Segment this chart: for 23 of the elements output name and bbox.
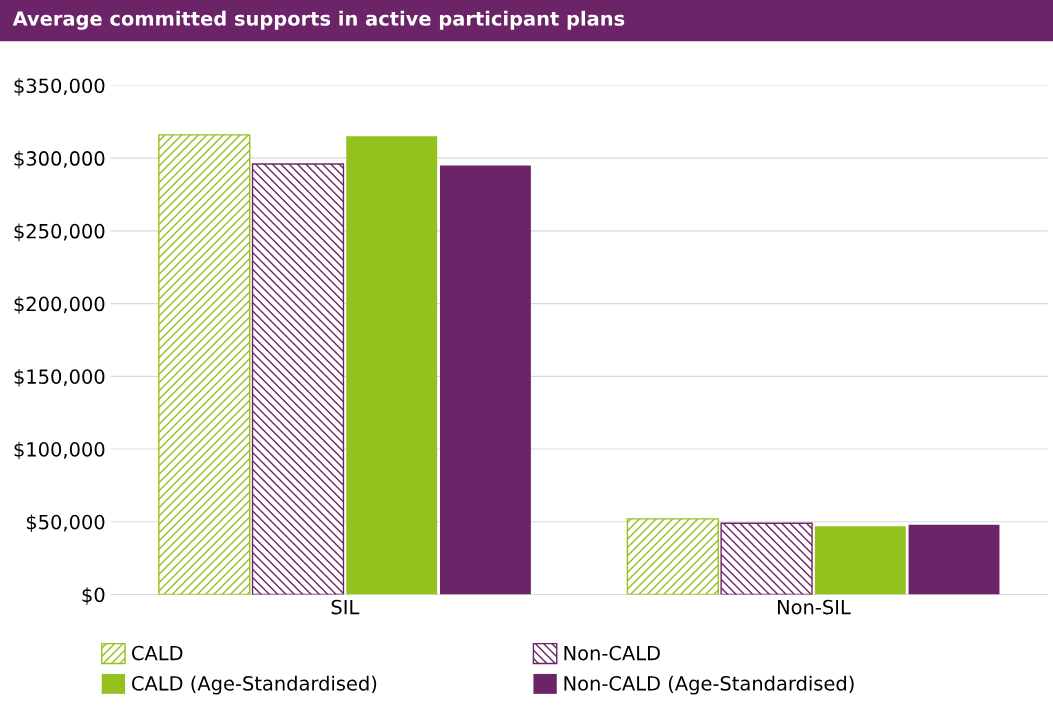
bar — [626, 518, 720, 595]
y-tick-label: $0 — [82, 587, 105, 605]
bar — [158, 134, 251, 595]
bar — [720, 522, 813, 595]
chart-title: Average committed supports in active participant plans — [12, 10, 625, 30]
bar — [439, 165, 531, 595]
x-tick-label: Non-SIL — [778, 599, 851, 615]
y-tick-label: $300,000 — [14, 150, 105, 169]
bar — [814, 526, 906, 595]
bar — [346, 136, 438, 595]
legend-label: CALD — [132, 645, 183, 661]
x-tick-label: SIL — [331, 599, 360, 615]
bar — [251, 163, 345, 595]
y-tick-label: $150,000 — [14, 368, 105, 387]
y-tick-label: $100,000 — [14, 441, 105, 460]
legend-label: Non-CALD (Age-Standardised) — [564, 675, 854, 695]
legend-label: CALD (Age-Standardised) — [132, 675, 377, 695]
bar — [908, 524, 1000, 595]
y-tick-label: $200,000 — [14, 296, 105, 314]
y-tick-label: $50,000 — [26, 514, 105, 533]
y-tick-label: $350,000 — [14, 78, 105, 96]
legend-label: Non-CALD — [564, 645, 660, 661]
y-tick-label: $250,000 — [14, 223, 105, 242]
